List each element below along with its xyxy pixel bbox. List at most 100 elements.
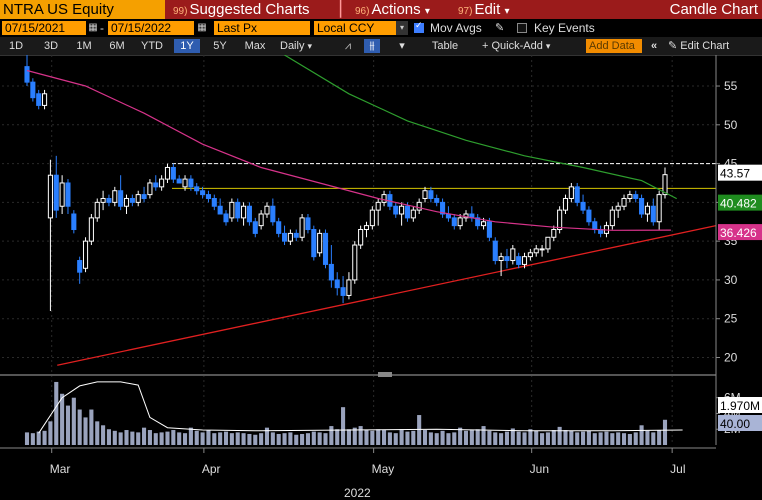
candle-up <box>615 205 621 211</box>
collapse-icon[interactable]: « <box>650 40 658 52</box>
settings-toolbar: 07/15/2021 ▦ - 07/15/2022 ▦ Last Px Loca… <box>0 19 762 37</box>
candle-chart[interactable]: 20253035404550552M4M6MMarAprMayJunJul202… <box>0 55 762 500</box>
candle-up <box>416 201 422 211</box>
candle-down <box>65 182 71 207</box>
suggested-charts-menu[interactable]: 99) Suggested Charts <box>173 1 310 18</box>
mov-avgs-label: Mov Avgs <box>430 21 482 35</box>
candle-down <box>445 213 451 219</box>
actions-menu[interactable]: 96) Actions ▾ <box>355 1 430 18</box>
candle-down <box>270 205 276 223</box>
candle-down <box>393 205 399 215</box>
candle-up <box>182 178 188 188</box>
volume-bar <box>206 430 211 445</box>
volume-bar <box>540 433 545 445</box>
candle-up <box>358 229 364 246</box>
range-toolbar: 1D 3D 1M 6M YTD 1Y 5Y Max Daily ▾ ⩘ ⫵ ▾ Table +… <box>0 37 762 56</box>
volume-bar <box>311 431 316 445</box>
moving-averages <box>26 55 677 231</box>
volume-bar <box>89 409 94 445</box>
candle-up <box>375 201 381 211</box>
volume-bar <box>469 430 474 445</box>
volume-bar <box>376 429 381 445</box>
candle-up <box>135 194 141 203</box>
candle-down <box>328 263 334 281</box>
reference-lines <box>57 163 717 366</box>
candle-up <box>527 252 533 258</box>
candle-down <box>293 232 299 238</box>
candle-up <box>42 93 48 106</box>
candle-down <box>334 279 340 289</box>
volume-bar <box>405 431 410 445</box>
volume-bar <box>551 430 556 445</box>
candle-up <box>498 256 504 262</box>
candle-down <box>129 197 135 203</box>
ticker-field[interactable]: NTRA US Equity <box>0 0 165 19</box>
volume-bar <box>235 432 240 445</box>
candle-down <box>305 217 311 231</box>
volume-bar <box>194 430 199 445</box>
edit-menu[interactable]: 97) Edit ▾ <box>458 1 510 18</box>
candle-down <box>592 221 598 231</box>
candle-up <box>363 225 370 231</box>
candle-up <box>457 217 463 227</box>
line-chart-icon[interactable]: ⩘ <box>344 40 352 52</box>
candle-chart-icon[interactable]: ⫵ <box>364 39 380 53</box>
field-select[interactable]: Last Px <box>214 21 310 35</box>
period-ytd[interactable]: YTD <box>141 40 163 52</box>
calendar-icon[interactable]: ▦ <box>197 22 207 33</box>
pencil-icon[interactable]: ✎ <box>495 22 505 34</box>
volume-bar <box>282 433 287 445</box>
start-date-input[interactable]: 07/15/2021 <box>2 21 86 35</box>
currency-select[interactable]: Local CCY <box>314 21 396 35</box>
period-5y[interactable]: 5Y <box>213 40 227 52</box>
volume-bar <box>493 432 498 445</box>
candle-up <box>481 221 487 227</box>
volume-bar <box>510 428 515 445</box>
mov-avgs-checkbox[interactable]: ✓ <box>414 20 424 33</box>
key-events-checkbox[interactable] <box>517 23 527 33</box>
period-1d[interactable]: 1D <box>8 40 24 52</box>
candle-down <box>516 256 522 265</box>
candle-up <box>112 190 118 203</box>
period-1y[interactable]: 1Y <box>174 39 200 53</box>
volume-bar <box>294 434 299 445</box>
calendar-icon[interactable]: ▦ <box>88 22 98 33</box>
volume-bar <box>182 433 188 445</box>
candle-up <box>399 205 405 215</box>
volume-bar <box>545 432 550 445</box>
volume-label-text: 40.00 <box>720 417 750 431</box>
volume-bar <box>60 393 65 445</box>
volume-bar <box>411 430 416 445</box>
table-button[interactable]: Table <box>431 40 459 52</box>
period-3d[interactable]: 3D <box>43 40 59 52</box>
chevron-down-icon: ▾ <box>424 6 430 17</box>
candle-up <box>369 209 375 227</box>
candle-up <box>644 205 650 215</box>
candle-down <box>223 213 229 223</box>
panel-resize-handle <box>378 372 392 377</box>
frequency-select[interactable]: Daily ▾ <box>280 40 313 52</box>
volume-bar <box>475 429 480 445</box>
volume-bar <box>370 430 375 445</box>
period-6m[interactable]: 6M <box>109 40 125 52</box>
chevron-down-icon[interactable]: ▾ <box>396 21 408 35</box>
candle-down <box>650 205 656 223</box>
quick-add-button[interactable]: + Quick-Add ▾ <box>482 40 551 52</box>
x-tick-label: Mar <box>50 462 71 476</box>
price-label: 40.482 <box>718 194 762 211</box>
volume-bar <box>247 433 252 445</box>
y-tick-label: 20 <box>724 350 738 364</box>
chevron-down-icon: ▾ <box>307 41 313 51</box>
volume-bar <box>645 430 650 445</box>
edit-chart-button[interactable]: ✎ Edit Chart <box>668 40 730 52</box>
period-max[interactable]: Max <box>244 40 266 52</box>
volume-bar <box>305 433 311 445</box>
add-data-input[interactable]: Add Data <box>586 39 642 53</box>
end-date-input[interactable]: 07/15/2022 <box>108 21 194 35</box>
chevron-down-icon[interactable]: ▾ <box>399 40 405 52</box>
period-1m[interactable]: 1M <box>76 40 92 52</box>
candle-down <box>434 197 440 203</box>
volume-bar <box>528 429 533 445</box>
volume-bar <box>633 432 638 445</box>
candle-down <box>77 260 83 273</box>
